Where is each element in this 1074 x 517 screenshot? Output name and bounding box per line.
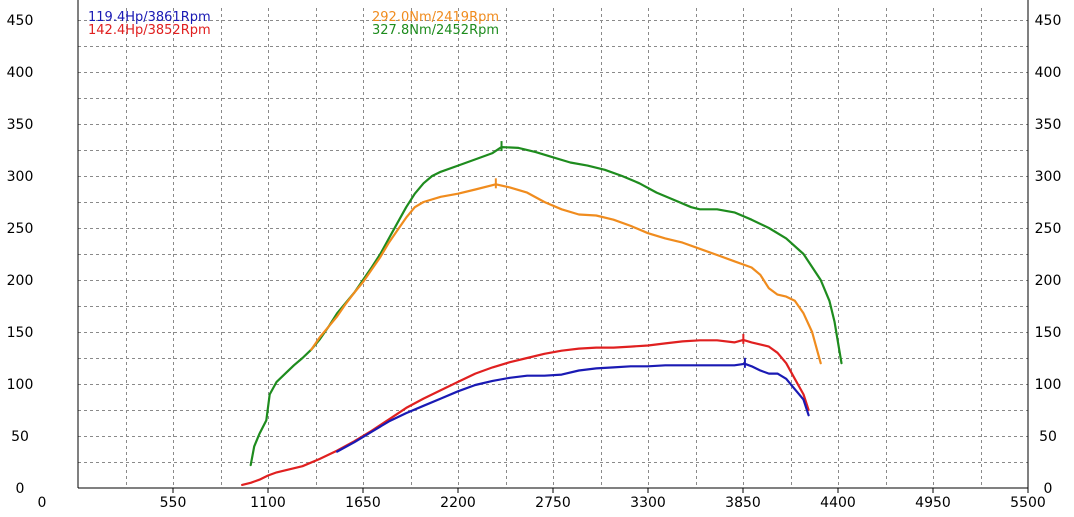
y-tick-label-right: 150 [1035, 325, 1062, 341]
x-tick-label: 4400 [820, 495, 856, 511]
y-tick-label-left: 350 [7, 117, 34, 133]
y-tick-label-left: 0 [16, 481, 25, 497]
legend-entry: 327.8Nm/2452Rpm [372, 23, 499, 38]
x-tick-label: 3300 [630, 495, 666, 511]
y-tick-label-right: 450 [1035, 13, 1062, 29]
peak-markers [494, 141, 746, 368]
legend-entry: 119.4Hp/3861Rpm [88, 10, 211, 25]
legend-entry: 292.0Nm/2419Rpm [372, 10, 499, 25]
y-tick-label-left: 200 [7, 273, 34, 289]
legend-entry: 142.4Hp/3852Rpm [88, 23, 211, 38]
x-tick-label: 5500 [1010, 495, 1046, 511]
y-tick-label-left: 50 [11, 429, 29, 445]
y-tick-label-right: 50 [1039, 429, 1057, 445]
series-line-0 [249, 146, 843, 467]
y-tick-label-left: 450 [7, 13, 34, 29]
x-tick-label: 550 [160, 495, 187, 511]
x-tick-label: 0 [38, 495, 47, 511]
y-tick-label-right: 400 [1035, 65, 1062, 81]
y-tick-label-right: 300 [1035, 169, 1062, 185]
y-tick-label-left: 100 [7, 377, 34, 393]
y-tick-label-right: 0 [1044, 481, 1053, 497]
x-tick-label: 3850 [725, 495, 761, 511]
axes [77, 0, 1029, 493]
series-line-2 [241, 338, 810, 486]
y-tick-label-left: 300 [7, 169, 34, 185]
series-line-1 [310, 183, 822, 365]
x-tick-label: 1100 [250, 495, 286, 511]
y-tick-label-right: 200 [1035, 273, 1062, 289]
y-tick-label-right: 100 [1035, 377, 1062, 393]
y-tick-label-right: 350 [1035, 117, 1062, 133]
series-lines [241, 146, 843, 486]
tick-labels: 0 550 1100 1650 2200 2750 3300 3850 4400 4950 5500… [7, 13, 1062, 511]
series-line-3 [336, 362, 810, 453]
x-tick-label: 1650 [345, 495, 381, 511]
grid-lines [78, 8, 1028, 488]
x-tick-label: 2200 [440, 495, 476, 511]
x-tick-label: 2750 [535, 495, 571, 511]
y-tick-label-left: 150 [7, 325, 34, 341]
y-tick-label-left: 400 [7, 65, 34, 81]
y-tick-label-right: 250 [1035, 221, 1062, 237]
y-tick-label-left: 250 [7, 221, 34, 237]
x-tick-label: 4950 [915, 495, 951, 511]
